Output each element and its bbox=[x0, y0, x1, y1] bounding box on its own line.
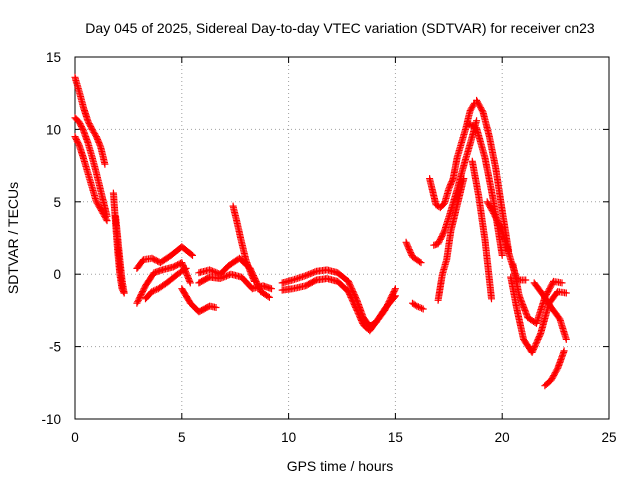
data-point bbox=[417, 259, 425, 267]
data-point bbox=[416, 304, 424, 311]
data-point bbox=[222, 272, 230, 280]
x-tick-label: 25 bbox=[601, 430, 616, 445]
data-point bbox=[103, 217, 111, 225]
series-arc-20 bbox=[473, 96, 513, 255]
data-point bbox=[153, 285, 161, 293]
data-point bbox=[391, 285, 399, 293]
series-arc-24 bbox=[509, 260, 566, 327]
y-tick-label: -10 bbox=[41, 412, 61, 427]
series-arc-18 bbox=[430, 117, 481, 249]
data-point bbox=[558, 279, 566, 287]
series-arc-16 bbox=[409, 299, 427, 313]
series-arc-8 bbox=[142, 264, 190, 303]
y-tick-label: -5 bbox=[49, 340, 61, 355]
data-point bbox=[148, 288, 156, 296]
data-point bbox=[416, 258, 424, 266]
data-point bbox=[418, 304, 426, 312]
series-arc-12 bbox=[229, 202, 258, 285]
data-point bbox=[268, 285, 275, 293]
data-point bbox=[419, 305, 427, 313]
series-arc-19 bbox=[434, 175, 468, 304]
data-point bbox=[473, 117, 481, 125]
data-point bbox=[560, 347, 568, 355]
x-tick-label: 5 bbox=[178, 430, 186, 445]
data-point bbox=[440, 228, 448, 236]
data-point bbox=[189, 251, 196, 259]
data-point bbox=[101, 160, 109, 168]
data-points bbox=[71, 73, 570, 390]
series-arc-11 bbox=[195, 270, 275, 293]
series-arc-6 bbox=[133, 243, 196, 272]
series-arc-13 bbox=[278, 266, 399, 330]
data-point bbox=[150, 287, 157, 295]
data-point bbox=[181, 265, 189, 273]
series-arc-9 bbox=[178, 285, 220, 316]
series-arc-25 bbox=[507, 273, 570, 356]
data-point bbox=[264, 292, 272, 300]
data-point bbox=[460, 175, 468, 183]
data-point bbox=[250, 277, 258, 285]
data-point bbox=[186, 279, 194, 287]
y-tick-label: 15 bbox=[46, 50, 61, 65]
data-point bbox=[102, 215, 110, 223]
data-point bbox=[488, 295, 495, 303]
y-tick-label: 10 bbox=[46, 122, 61, 137]
plot-frame bbox=[74, 56, 610, 420]
data-point bbox=[498, 225, 505, 233]
x-tick-label: 10 bbox=[281, 430, 296, 445]
data-point bbox=[308, 269, 316, 277]
series-arc-17 bbox=[426, 99, 478, 212]
x-axis-label: GPS time / hours bbox=[287, 458, 394, 474]
x-tick-label: 15 bbox=[388, 430, 403, 445]
data-point bbox=[413, 302, 421, 310]
x-tick-label: 0 bbox=[71, 430, 79, 445]
series-arc-22 bbox=[468, 157, 495, 303]
data-point bbox=[478, 107, 486, 115]
series-arc-3 bbox=[71, 133, 111, 225]
data-point bbox=[391, 286, 399, 294]
series-arc-15 bbox=[402, 238, 425, 267]
axis-ticks: 0 5 10 15 20 25 -10 -5 0 5 10 15 bbox=[41, 50, 616, 445]
chart-title: Day 045 of 2025, Sidereal Day-to-day VTE… bbox=[85, 20, 595, 36]
x-tick-label: 20 bbox=[495, 430, 510, 445]
series-arc-26 bbox=[530, 279, 570, 343]
data-point bbox=[498, 251, 506, 259]
series-arc-1 bbox=[71, 73, 109, 168]
series-arc-2 bbox=[71, 114, 111, 220]
series-arc-23 bbox=[483, 198, 530, 284]
data-point bbox=[120, 289, 128, 297]
data-point bbox=[562, 289, 570, 297]
data-point bbox=[414, 303, 422, 311]
data-point bbox=[212, 304, 220, 311]
series-arc-27 bbox=[541, 347, 568, 390]
data-point bbox=[265, 293, 273, 301]
data-point bbox=[562, 335, 570, 343]
series-arc-14 bbox=[278, 275, 399, 335]
data-point bbox=[182, 264, 190, 272]
grid-lines bbox=[75, 57, 609, 419]
y-tick-label: 5 bbox=[53, 195, 61, 210]
series-arc-5 bbox=[112, 212, 128, 297]
y-tick-label: 0 bbox=[53, 267, 61, 282]
data-point bbox=[411, 301, 419, 309]
y-axis-label: SDTVAR / TECUs bbox=[5, 182, 21, 294]
data-point bbox=[522, 276, 530, 284]
data-point bbox=[187, 250, 195, 258]
data-point bbox=[151, 286, 159, 294]
